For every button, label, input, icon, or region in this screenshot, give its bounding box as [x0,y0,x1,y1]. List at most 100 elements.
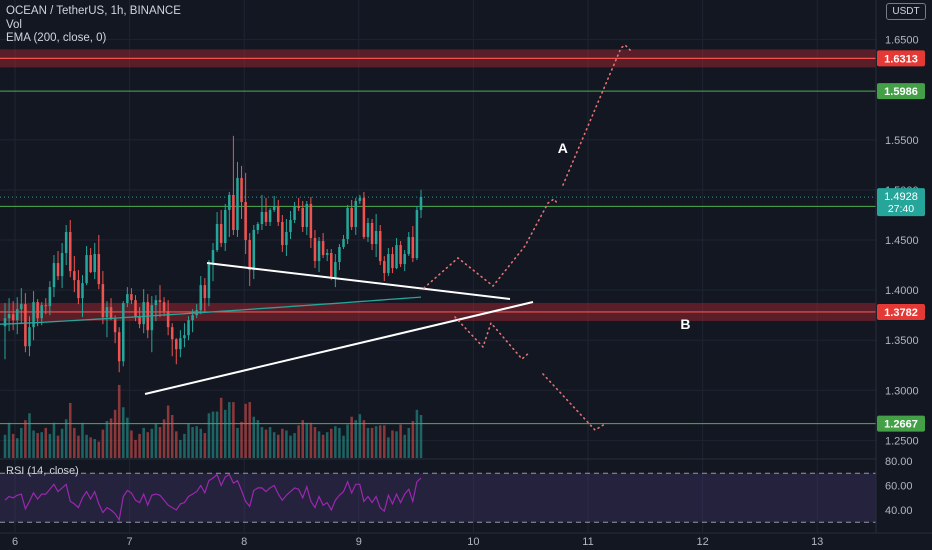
candle-body [248,240,251,271]
candle-body [387,254,390,274]
candle-body [378,231,382,262]
volume-bar [56,435,60,458]
volume-bar [97,441,101,458]
candle-body [113,319,117,333]
candle [374,213,378,258]
candle [411,225,415,263]
candle-body [93,254,96,273]
candle [142,289,145,334]
candle-body [309,203,313,239]
candle-body [64,232,68,254]
volume-bar [24,420,27,458]
volume-bar [374,426,378,458]
candle-body [342,239,345,248]
candle [187,316,190,341]
symbol-title[interactable]: OCEAN / TetherUS, 1h, BINANCE [6,5,181,17]
volume-bar [105,421,109,458]
projection-path-a [423,197,558,289]
price-tick-label: 1.6500 [885,35,919,47]
candle-body [52,263,56,288]
volume-bar [15,438,19,458]
candle-body [32,302,35,328]
candle [240,165,243,219]
volume-bar [113,409,117,458]
candle-body [20,304,23,310]
volume-bar [415,409,419,458]
volume-bar [215,411,219,458]
pattern-lower-line [144,301,534,395]
candles [3,135,423,373]
volume-legend[interactable]: Vol [6,19,22,31]
volume-bar [166,405,170,458]
volume-bar [52,422,56,458]
candle-body [223,209,227,244]
axis-corner [877,534,932,550]
candle [248,233,251,287]
candle [73,256,76,293]
rsi-tick-label: 40.00 [885,505,913,517]
time-tick-label: 11 [582,536,593,548]
ema-legend[interactable]: EMA (200, close, 0) [6,32,107,44]
candle-body [3,318,7,327]
currency-badge[interactable]: USDT [886,3,926,20]
candle [281,214,284,253]
candle [81,275,84,318]
volume-bar [370,427,374,458]
candle-body [264,211,268,222]
candle [154,295,158,322]
level-price-tag-label: 1.2667 [884,419,918,431]
candle [32,291,35,341]
volume-bar [134,439,137,458]
volume-bar [7,422,11,458]
candle-body [305,203,309,227]
level-price-tag-label: 1.5986 [884,86,918,98]
ema-line [0,296,422,325]
volume-bar [289,435,292,458]
candle-body [350,207,353,227]
candle [219,209,223,248]
volume-bar [142,427,145,458]
candle-body [101,284,105,318]
candle [387,248,390,277]
level-price-tag [877,415,925,432]
candle [309,196,313,249]
candle [77,270,80,305]
volume-bar [297,425,300,458]
candle-body [374,231,378,245]
projection-path-b [454,316,531,361]
candle [305,200,309,236]
volume-bar [419,415,423,458]
rsi-tick-label: 80.00 [885,456,913,468]
candle [68,219,72,278]
candle [20,288,23,325]
candle-body [383,261,386,274]
candle-body [285,232,288,246]
candle [48,281,52,316]
candle-body [354,200,358,227]
volume-bar [179,439,182,458]
candle-body [313,238,317,262]
candle-body [276,205,280,222]
candle-body [126,294,129,304]
volume-bar [187,423,190,458]
candle-body [40,305,43,319]
volume-bar [305,422,309,458]
volume-bar [358,414,362,458]
candle-body [325,253,329,256]
candle [215,211,219,253]
candle-body [85,255,88,284]
candle-body [334,262,337,278]
candle-body [117,332,121,362]
candle [415,205,419,261]
volume-bar [248,402,251,458]
level-price-tag [877,303,925,320]
time-tick-label: 12 [696,536,708,548]
candle [403,250,406,272]
candle-body [362,197,366,238]
candle-body [60,253,64,277]
volume-bar [260,427,264,458]
rsi-legend[interactable]: RSI (14, close) [6,465,79,477]
candle [126,287,129,308]
